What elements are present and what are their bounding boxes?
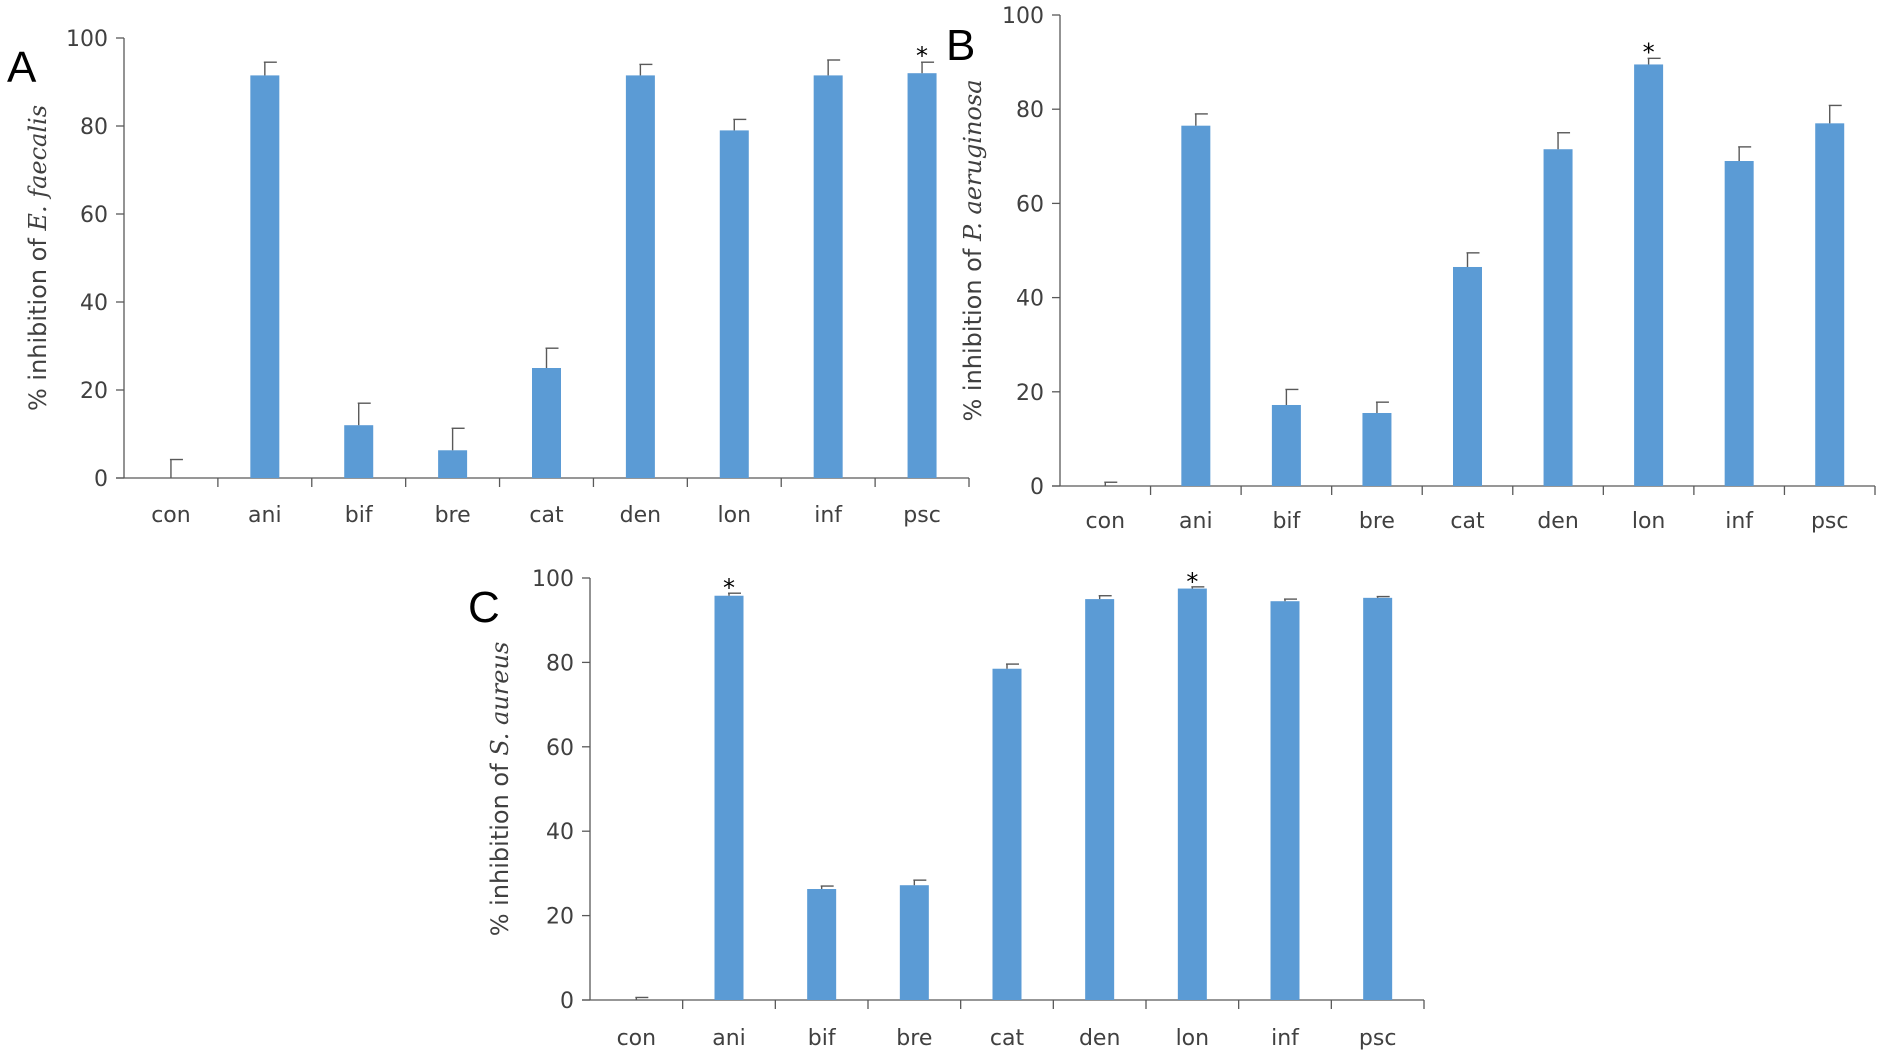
category-label-bif-b: bif: [1272, 509, 1301, 534]
bar-psc-b: [1815, 123, 1845, 486]
y-tick-label-b: 80: [1016, 98, 1044, 123]
category-label-psc-a: psc: [903, 503, 941, 528]
bar-lon-a: [719, 130, 749, 478]
category-label-inf-c: inf: [1271, 1026, 1300, 1051]
y-tick-label-c: 20: [546, 905, 574, 930]
bar-den-c: [1085, 599, 1115, 1000]
category-label-lon-b: lon: [1632, 509, 1666, 534]
category-label-ani-c: ani: [712, 1026, 746, 1051]
y-tick-label-a: 80: [80, 115, 108, 140]
category-label-bre-a: bre: [435, 503, 471, 528]
significance-star-lon-c: *: [1186, 568, 1198, 596]
category-label-cat-b: cat: [1450, 509, 1485, 534]
bar-bif-b: [1271, 404, 1301, 486]
bar-den-a: [625, 75, 655, 479]
bar-bre-b: [1362, 412, 1392, 486]
category-label-bif-a: bif: [345, 503, 374, 528]
category-label-lon-a: lon: [718, 503, 752, 528]
y-tick-label-a: 40: [80, 291, 108, 316]
significance-star-lon-b: *: [1643, 38, 1655, 66]
bar-inf-c: [1270, 601, 1300, 1000]
bar-cat-c: [992, 668, 1022, 1000]
bar-cat-b: [1453, 266, 1482, 486]
significance-star-ani-c: *: [723, 574, 735, 602]
y-tick-label-a: 20: [80, 379, 108, 404]
category-label-den-b: den: [1537, 509, 1578, 534]
bar-psc-c: [1363, 597, 1393, 1000]
y-tick-label-b: 0: [1030, 475, 1044, 500]
category-label-con-a: con: [151, 503, 191, 528]
bar-bre-a: [438, 450, 468, 478]
bar-ani-b: [1181, 125, 1211, 486]
y-tick-label-c: 80: [546, 651, 574, 676]
significance-star-psc-a: *: [916, 42, 928, 70]
category-label-lon-c: lon: [1176, 1026, 1210, 1051]
category-label-cat-a: cat: [529, 503, 564, 528]
bar-ani-a: [250, 75, 280, 479]
bar-bif-a: [344, 425, 374, 478]
bar-inf-b: [1724, 161, 1754, 486]
category-label-bre-c: bre: [896, 1026, 932, 1051]
bar-lon-b: [1634, 64, 1664, 486]
bar-bif-c: [807, 889, 837, 1000]
y-tick-label-c: 60: [546, 736, 574, 761]
category-label-inf-b: inf: [1725, 509, 1754, 534]
bar-cat-a: [532, 368, 561, 478]
y-tick-label-b: 100: [1002, 4, 1044, 29]
y-tick-label-c: 100: [532, 567, 574, 592]
y-tick-label-b: 40: [1016, 287, 1044, 312]
y-tick-label-a: 100: [66, 27, 108, 52]
y-tick-label-a: 60: [80, 203, 108, 228]
category-label-psc-b: psc: [1811, 509, 1849, 534]
category-label-bif-c: bif: [808, 1026, 837, 1051]
category-label-den-a: den: [620, 503, 661, 528]
y-axis-label-a: % inhibition of E. faecalis: [24, 105, 52, 411]
panel-letter-c: C: [468, 583, 500, 632]
y-tick-label-c: 40: [546, 820, 574, 845]
category-label-ani-b: ani: [1179, 509, 1213, 534]
y-tick-label-a: 0: [94, 467, 108, 492]
bar-ani-c: [714, 595, 744, 1000]
bar-bre-c: [899, 885, 929, 1000]
y-axis-label-prefix-a: % inhibition of: [24, 231, 52, 411]
category-label-cat-c: cat: [990, 1026, 1025, 1051]
y-axis-label-organism-b: P. aeruginosa: [959, 79, 987, 242]
bar-lon-c: [1177, 588, 1207, 1000]
y-tick-label-b: 20: [1016, 381, 1044, 406]
y-axis-label-b: % inhibition of P. aeruginosa: [959, 79, 987, 421]
y-axis-label-organism-a: E. faecalis: [24, 105, 52, 232]
bar-psc-a: [907, 73, 937, 478]
category-label-inf-a: inf: [814, 503, 843, 528]
y-axis-label-organism-c: S. aureus: [486, 642, 514, 756]
y-axis-label-c: % inhibition of S. aureus: [486, 642, 514, 937]
chart-c: 0 20 40 60 80 100 con ani * bif bre cat den lon * inf ps…: [486, 567, 1425, 1051]
chart-b: 0 20 40 60 80 100 con ani bif bre cat den lon * inf psc…: [959, 4, 1876, 534]
bar-den-b: [1543, 149, 1573, 487]
y-axis-label-prefix-c: % inhibition of: [486, 756, 514, 936]
category-label-con-b: con: [1086, 509, 1126, 534]
panel-letter-b: B: [946, 21, 975, 70]
y-tick-label-c: 0: [560, 989, 574, 1014]
chart-a: 0 20 40 60 80 100 con ani bif bre cat den lon inf psc *…: [24, 27, 970, 528]
panel-letter-a: A: [7, 43, 37, 92]
y-tick-label-b: 60: [1016, 192, 1044, 217]
category-label-psc-c: psc: [1359, 1026, 1397, 1051]
category-label-ani-a: ani: [248, 503, 282, 528]
y-axis-label-prefix-b: % inhibition of: [959, 241, 987, 421]
category-label-bre-b: bre: [1359, 509, 1395, 534]
bar-inf-a: [813, 75, 843, 479]
category-label-den-c: den: [1079, 1026, 1120, 1051]
category-label-con-c: con: [617, 1026, 657, 1051]
